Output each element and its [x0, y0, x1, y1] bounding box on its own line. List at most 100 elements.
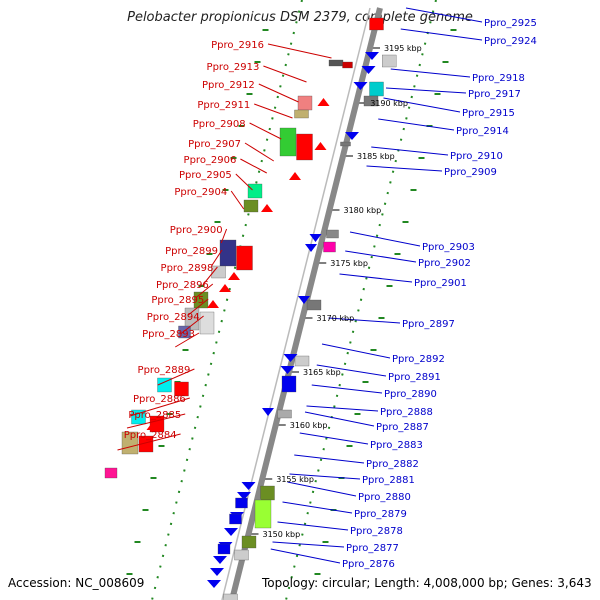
forward-leader-line	[126, 413, 186, 429]
forward-gene	[138, 435, 154, 453]
gene-arrow	[314, 142, 327, 150]
forward-leader-line	[235, 173, 253, 191]
reverse-leader-line	[311, 384, 383, 394]
gene-arrow	[289, 172, 301, 180]
forward-leader-line	[187, 298, 209, 316]
forward-gene-label: Ppro_2913	[207, 62, 260, 73]
forward-leader-line	[180, 315, 204, 335]
reverse-gene	[223, 593, 238, 600]
reverse-gene-label: Ppro_2918	[472, 73, 525, 84]
reverse-leader-line	[304, 411, 375, 427]
reverse-gene	[234, 549, 249, 561]
forward-leader-line	[195, 283, 214, 299]
reverse-gene-label: Ppro_2910	[450, 151, 503, 162]
reverse-leader-line	[316, 364, 387, 377]
forward-gene	[342, 61, 353, 69]
gene-arrow	[365, 52, 379, 60]
forward-gene	[236, 245, 253, 271]
reverse-gene-label: Ppro_2914	[456, 126, 509, 137]
gene-arrow	[207, 580, 221, 588]
gene-arrow	[283, 354, 298, 362]
forward-gene-label: Ppro_2904	[174, 187, 227, 198]
forward-gene-label: Ppro_2893	[142, 329, 195, 340]
forward-gene	[297, 95, 313, 111]
forward-gene-label: Ppro_2899	[165, 246, 218, 257]
forward-leader-line	[157, 368, 195, 386]
forward-gene	[174, 381, 189, 397]
forward-gene-label: Ppro_2905	[179, 170, 232, 181]
kbp-label: 3150 kbp	[263, 530, 301, 539]
forward-gene-label: Ppro_2916	[211, 40, 264, 51]
forward-gene-label: Ppro_2896	[156, 280, 209, 291]
gene-arrow	[280, 366, 295, 374]
gene-arrow	[228, 272, 240, 280]
reverse-gene	[260, 485, 275, 501]
forward-gene	[243, 199, 259, 213]
reverse-leader-line	[378, 118, 455, 131]
reverse-gene-label: Ppro_2883	[370, 440, 423, 451]
forward-gene-label: Ppro_2907	[188, 139, 241, 150]
reverse-gene	[217, 543, 231, 555]
forward-gene-label: Ppro_2900	[170, 225, 223, 236]
gene-arrow	[305, 244, 317, 252]
forward-gene-labels: Ppro_2916 Ppro_2913 Ppro_2912 Ppro_2911 Ppro…	[124, 40, 264, 441]
forward-leader-line	[267, 43, 332, 59]
reverse-gene	[277, 409, 292, 419]
kbp-label: 3180 kbp	[344, 206, 382, 215]
gene-arrow	[213, 556, 227, 564]
forward-leader-line	[244, 142, 275, 162]
gene-arrow	[345, 132, 359, 140]
genome-title: Pelobacter propionicus DSM 2379, complet…	[127, 10, 473, 25]
reverse-gene	[369, 17, 384, 31]
topology-text: Topology: circular; Length: 4,008,000 bp…	[262, 576, 592, 590]
reverse-gene-label: Ppro_2876	[342, 559, 395, 570]
forward-gene	[328, 59, 344, 67]
forward-gene-label: Ppro_2911	[197, 100, 250, 111]
reverse-gene	[254, 499, 272, 529]
forward-gene-label: Ppro_2898	[161, 263, 214, 274]
forward-leader-line	[211, 249, 223, 267]
kbp-label: 3165 kbp	[303, 368, 341, 377]
reverse-gene	[235, 497, 248, 509]
forward-gene-label: Ppro_2895	[151, 295, 204, 306]
reverse-gene-label: Ppro_2909	[444, 167, 497, 178]
forward-leader-line	[174, 332, 200, 348]
gene-arrow	[224, 528, 238, 536]
reverse-gene-label: Ppro_2925	[484, 18, 537, 29]
gene-arrow	[237, 492, 251, 500]
reverse-gene	[229, 513, 242, 525]
forward-gene-label: Ppro_2906	[184, 155, 237, 166]
gene-arrow	[210, 568, 224, 576]
reverse-gene-label: Ppro_2879	[354, 509, 407, 520]
reverse-gene-label: Ppro_2880	[358, 492, 411, 503]
reverse-gene	[306, 299, 322, 311]
forward-gene	[157, 377, 172, 393]
forward-gene-label: Ppro_2886	[133, 394, 186, 405]
reverse-gene-label: Ppro_2878	[350, 526, 403, 537]
forward-gene	[199, 311, 215, 335]
reverse-gene-label: Ppro_2892	[392, 354, 445, 365]
kbp-label: 3170 kbp	[317, 314, 355, 323]
gene-arrow	[298, 296, 310, 304]
reverse-gene-label: Ppro_2891	[388, 372, 441, 383]
gene-arrow	[146, 422, 159, 430]
forward-leader-line	[230, 190, 245, 210]
reverse-leader-line	[277, 521, 349, 531]
reverse-gene	[294, 355, 310, 367]
forward-gene	[296, 133, 313, 161]
reverse-gene-label: Ppro_2888	[380, 407, 433, 418]
gene-arrow	[262, 408, 274, 416]
reverse-gene	[241, 535, 257, 549]
forward-gene	[131, 409, 146, 425]
kbp-label: 3155 kbp	[276, 475, 314, 484]
kbp-label: 3190 kbp	[370, 99, 408, 108]
reverse-leader-line	[282, 501, 353, 514]
reverse-gene-label: Ppro_2881	[362, 475, 415, 486]
reverse-gene	[340, 141, 351, 147]
forward-leader-line	[258, 83, 299, 103]
reverse-leader-line	[366, 165, 443, 172]
forward-leader-line	[202, 266, 218, 286]
left-dotted-track	[151, 0, 303, 600]
forward-gene	[104, 467, 118, 479]
